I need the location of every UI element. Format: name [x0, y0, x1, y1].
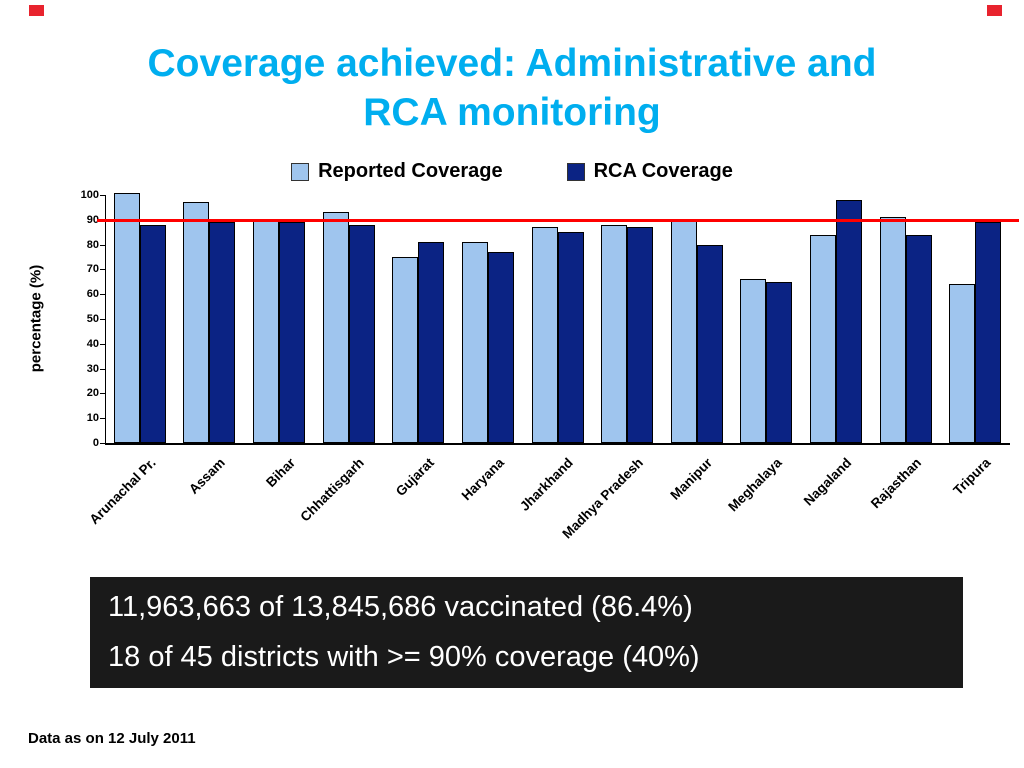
bar-rca-tripura	[975, 222, 1002, 443]
y-tick-label-60: 60	[86, 288, 99, 301]
x-category-label-chhattisgarh: Chhattisgarh	[297, 455, 368, 525]
x-category-label-assam: Assam	[186, 455, 229, 497]
y-axis-line	[105, 195, 106, 443]
y-tick-mark-100	[100, 195, 105, 196]
legend-swatch-reported-coverage	[291, 162, 310, 181]
y-tick-label-10: 10	[86, 412, 99, 425]
chart-legend: Reported Coverage RCA Coverage	[0, 160, 1024, 183]
summary-line-1: 11,963,663 of 13,845,686 vaccinated (86.…	[108, 591, 693, 623]
bar-reported-bihar	[253, 220, 280, 443]
x-axis-line	[105, 443, 1010, 445]
bar-rca-bihar	[279, 222, 306, 443]
footer-note: Data as on 12 July 2011	[28, 730, 196, 747]
x-category-label-gujarat: Gujarat	[392, 455, 437, 500]
y-tick-mark-50	[100, 319, 105, 320]
legend-label-reported-coverage: Reported Coverage	[318, 160, 503, 182]
bar-reported-jharkhand	[531, 227, 558, 443]
y-tick-label-100: 100	[80, 189, 99, 201]
y-tick-label-30: 30	[86, 362, 99, 375]
bar-rca-manipur	[696, 245, 723, 443]
summary-box: 11,963,663 of 13,845,686 vaccinated (86.…	[90, 577, 963, 688]
bar-rca-jharkhand	[557, 232, 584, 443]
bar-reported-haryana	[461, 242, 488, 443]
page-title: Coverage achieved: Administrative and RC…	[0, 40, 1024, 138]
legend-swatch-rca-coverage	[566, 162, 585, 181]
legend-item-rca-coverage: RCA Coverage	[566, 160, 733, 183]
y-tick-label-70: 70	[86, 263, 99, 276]
y-tick-mark-30	[100, 368, 105, 370]
x-category-label-nagaland: Nagaland	[801, 455, 855, 509]
bar-reported-tripura	[949, 284, 976, 443]
bar-reported-madhya-pradesh	[601, 225, 628, 443]
y-tick-label-50: 50	[86, 313, 99, 325]
x-category-label-rajasthan: Rajasthan	[867, 455, 925, 512]
x-category-label-bihar: Bihar	[262, 455, 298, 491]
bar-rca-rajasthan	[905, 235, 932, 443]
y-tick-mark-40	[100, 343, 105, 345]
bar-reported-chhattisgarh	[322, 212, 349, 443]
y-tick-label-20: 20	[86, 387, 99, 400]
bar-reported-rajasthan	[879, 217, 906, 443]
bar-rca-chhattisgarh	[348, 225, 375, 443]
corner-accent-right	[987, 5, 1002, 16]
reference-line-90pct	[97, 218, 1019, 222]
bar-rca-arunachal-pr-	[139, 225, 166, 443]
y-tick-mark-20	[100, 393, 105, 395]
y-tick-label-90: 90	[86, 213, 99, 226]
legend-label-rca-coverage: RCA Coverage	[593, 160, 733, 182]
bar-reported-manipur	[670, 220, 697, 443]
bar-rca-meghalaya	[766, 282, 793, 443]
y-tick-mark-80	[100, 244, 105, 246]
bar-reported-gujarat	[392, 257, 419, 443]
y-tick-mark-0	[100, 443, 105, 444]
bar-rca-nagaland	[835, 200, 862, 443]
x-category-label-arunachal-pr-: Arunachal Pr.	[86, 455, 159, 528]
x-category-label-haryana: Haryana	[458, 455, 507, 504]
title-line-2: RCA monitoring	[363, 90, 661, 134]
y-tick-mark-10	[100, 418, 105, 420]
bar-chart: 0 10 20 30 40 50 60 70 80 90 100 Arunachal Pr. Assam…	[80, 189, 1019, 541]
x-category-label-manipur: Manipur	[667, 455, 716, 503]
summary-line-2: 18 of 45 districts with >= 90% coverage …	[108, 641, 700, 673]
y-tick-mark-70	[100, 269, 105, 271]
x-category-label-jharkhand: Jharkhand	[517, 455, 577, 514]
bar-reported-assam	[183, 202, 210, 443]
bar-reported-nagaland	[809, 235, 836, 443]
bar-rca-assam	[209, 222, 236, 443]
y-tick-label-40: 40	[86, 337, 99, 350]
title-line-1: Coverage achieved: Administrative and	[147, 42, 877, 85]
y-tick-mark-60	[100, 294, 105, 296]
bar-reported-meghalaya	[740, 279, 767, 443]
y-tick-label-80: 80	[86, 238, 99, 251]
bar-rca-gujarat	[418, 242, 445, 443]
bar-rca-madhya-pradesh	[627, 227, 654, 443]
corner-accent-left	[29, 5, 44, 16]
bar-reported-arunachal-pr-	[113, 193, 140, 443]
x-category-label-meghalaya: Meghalaya	[725, 455, 785, 515]
bar-rca-haryana	[487, 252, 514, 443]
y-tick-label-0: 0	[92, 437, 99, 449]
legend-item-reported-coverage: Reported Coverage	[291, 160, 503, 183]
x-category-label-tripura: Tripura	[950, 455, 994, 498]
